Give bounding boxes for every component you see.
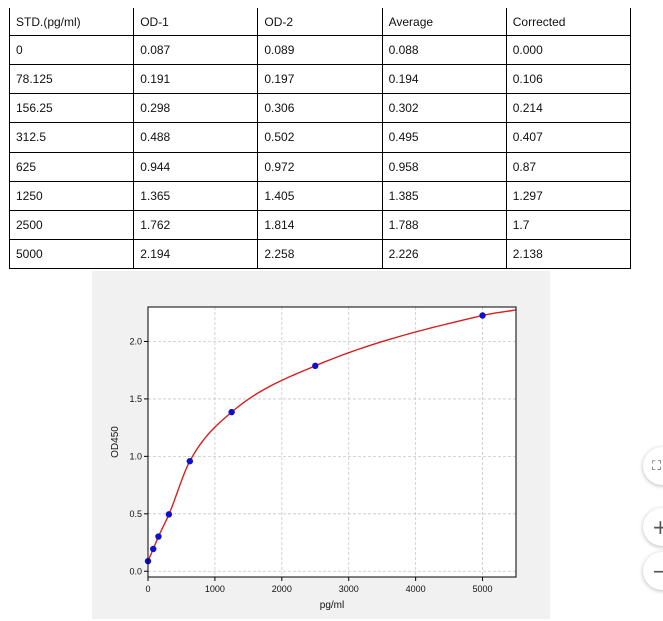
plot-frame (147, 306, 517, 578)
y-tick-label: 1.5 (129, 394, 142, 404)
table-cell: 0.194 (381, 64, 507, 95)
table-cell: 0.197 (257, 64, 383, 95)
table-cell: 1.365 (133, 180, 259, 211)
table-cell: 0.495 (381, 122, 507, 153)
column-header: OD-1 (133, 8, 259, 36)
table-cell: 0.088 (381, 34, 507, 66)
table-cell: 1.405 (257, 180, 383, 211)
table-cell: 0.87 (505, 151, 632, 182)
table-cell: 0.302 (381, 93, 507, 124)
table-row: 156.25 0.298 0.306 0.302 0.214 (8, 93, 632, 124)
table-cell: 2.194 (133, 238, 259, 270)
x-axis-label: pg/ml (320, 600, 344, 611)
table-cell: 78.125 (8, 64, 135, 95)
column-header: Corrected (505, 8, 632, 36)
table-header-row: STD.(pg/ml) OD-1 OD-2 Average Corrected (8, 8, 632, 36)
column-header: Average (381, 8, 507, 36)
minus-icon: − (652, 559, 663, 583)
fit-view-icon: ⛶ (652, 458, 662, 474)
y-tick-label: 1.0 (129, 451, 142, 461)
table-cell: 1.385 (381, 180, 507, 211)
table-cell: 0.298 (133, 93, 259, 124)
table-cell: 625 (8, 151, 135, 182)
table-row: 1250 1.365 1.405 1.385 1.297 (8, 180, 632, 211)
table-cell: 2.138 (505, 238, 632, 270)
data-point (228, 408, 235, 416)
grid-lines (147, 307, 516, 577)
data-point (479, 312, 486, 319)
table-cell: 0.306 (257, 93, 383, 124)
table-cell: 1.788 (381, 209, 507, 240)
table-cell: 0.502 (257, 122, 383, 153)
y-tick-label: 2.0 (129, 336, 142, 346)
data-point (150, 545, 157, 553)
table-cell: 0.214 (505, 93, 632, 124)
table-cell: 0.972 (257, 151, 383, 182)
table-cell: 2500 (8, 209, 135, 240)
y-axis-label: OD450 (110, 426, 121, 458)
column-header: OD-2 (257, 8, 383, 36)
table-cell: 0.944 (133, 151, 259, 182)
data-point (186, 457, 194, 465)
zoom-in-button[interactable]: + (643, 508, 663, 546)
table-cell: 2.258 (257, 238, 383, 270)
table-cell: 0.106 (505, 64, 632, 95)
data-points (144, 312, 486, 565)
x-tick-label: 4000 (406, 584, 426, 594)
x-tick-label: 3000 (339, 584, 359, 594)
table-row: 0 0.087 0.089 0.088 0.000 (8, 34, 632, 66)
table-cell: 0.089 (257, 34, 383, 66)
table-cell: 312.5 (8, 122, 135, 153)
table-cell: 0.191 (133, 64, 259, 95)
y-tick-label: 0.0 (129, 566, 142, 576)
table-row: 312.5 0.488 0.502 0.495 0.407 (8, 122, 632, 153)
table-cell: 5000 (8, 238, 135, 270)
table-cell: 1250 (8, 180, 135, 211)
table-cell: 1.762 (133, 209, 259, 240)
standard-curve-plot: 0 1000 2000 3000 4000 5000 0.0 0.5 1.0 1.5 2.0 pg/… (92, 271, 550, 619)
data-point (312, 362, 319, 370)
table-cell: 0.087 (133, 34, 259, 66)
x-tick-label: 2000 (272, 584, 292, 594)
plus-icon: + (652, 515, 663, 539)
table-row: 78.125 0.191 0.197 0.194 0.106 (8, 64, 632, 95)
table-cell: 1.7 (505, 209, 632, 240)
table-cell: 156.25 (8, 93, 135, 124)
table-cell: 0.407 (505, 122, 632, 153)
axis-ticks: 0 1000 2000 3000 4000 5000 0.0 0.5 1.0 1.5 2.0 (129, 336, 492, 594)
plot-area (148, 307, 516, 577)
table-cell: 0.488 (133, 122, 259, 153)
table-cell: 2.226 (381, 238, 507, 270)
fit-view-button[interactable]: ⛶ (643, 447, 663, 485)
plot-canvas: 0 1000 2000 3000 4000 5000 0.0 0.5 1.0 1.5 2.0 pg/… (110, 306, 517, 611)
table-cell: 0.958 (381, 151, 507, 182)
zoom-out-button[interactable]: − (643, 552, 663, 590)
column-header: STD.(pg/ml) (8, 8, 135, 36)
table-cell: 1.814 (257, 209, 383, 240)
x-tick-label: 1000 (205, 584, 225, 594)
table-cell: 1.297 (505, 180, 632, 211)
standard-curve-table: STD.(pg/ml) OD-1 OD-2 Average Corrected … (8, 8, 632, 270)
table-row: 625 0.944 0.972 0.958 0.87 (8, 151, 632, 182)
x-tick-label: 5000 (473, 584, 493, 594)
x-tick-label: 0 (145, 584, 150, 594)
table-row: 5000 2.194 2.258 2.226 2.138 (8, 238, 632, 270)
table-cell: 0.000 (505, 34, 632, 66)
data-point (165, 511, 173, 518)
y-tick-label: 0.5 (129, 509, 142, 519)
data-point (155, 533, 162, 540)
table-row: 2500 1.762 1.814 1.788 1.7 (8, 209, 632, 240)
table-cell: 0 (8, 34, 135, 66)
